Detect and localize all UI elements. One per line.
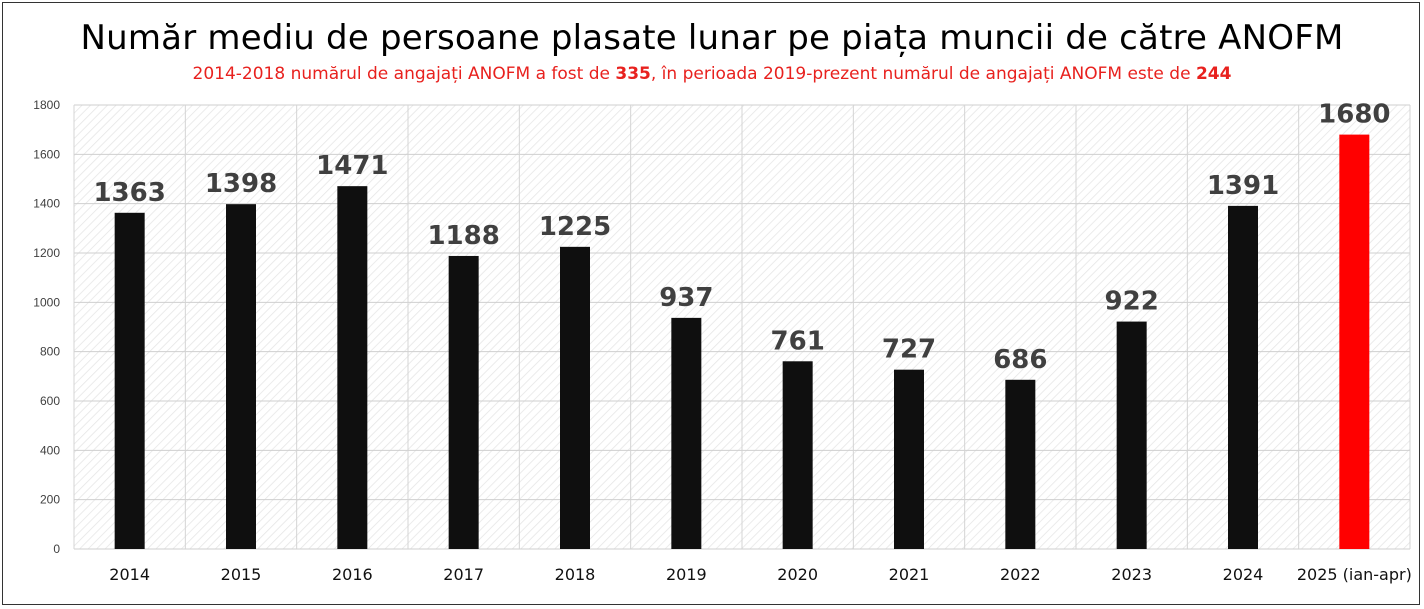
data-labels: 1363 1398 1471 1188 1225 937 761 727 686 922 1391 1…	[93, 100, 1390, 375]
x-tick-label: 2018	[555, 565, 596, 584]
x-tick-label: 2024	[1223, 565, 1264, 584]
bar-2025	[1339, 134, 1370, 549]
bar-2024	[1228, 205, 1258, 550]
subtitle-value-1: 335	[615, 64, 651, 84]
x-tick-label: 2023	[1111, 565, 1152, 584]
x-tick-label: 2019	[666, 565, 707, 584]
data-label: 1398	[205, 169, 277, 199]
bars	[114, 134, 1370, 550]
data-label: 1391	[1207, 171, 1279, 201]
bar-2014	[114, 212, 145, 549]
bar-2019	[671, 317, 702, 549]
bar-2017	[448, 255, 479, 549]
data-label: 727	[882, 335, 936, 365]
data-label: 922	[1105, 287, 1159, 317]
data-label: 1471	[316, 151, 388, 181]
y-tick-label: 600	[40, 394, 60, 408]
bar-2018	[560, 246, 590, 550]
x-tick-label: 2014	[109, 565, 150, 584]
data-label: 937	[659, 283, 713, 313]
data-label: 686	[993, 345, 1047, 375]
data-label: 1680	[1318, 100, 1390, 130]
y-tick-label: 1400	[33, 197, 60, 211]
y-tick-label: 1200	[33, 246, 60, 260]
bar-2016	[337, 186, 368, 550]
y-tick-label: 0	[53, 542, 60, 556]
bar-2015	[226, 204, 256, 549]
gridlines	[73, 104, 1411, 550]
bar-2021	[894, 369, 924, 549]
y-tick-label: 200	[40, 493, 60, 507]
data-label: 1188	[427, 221, 499, 251]
subtitle-value-2: 244	[1195, 64, 1232, 84]
y-tick-label: 1800	[33, 98, 60, 112]
data-label: 1225	[539, 212, 611, 242]
x-tick-label: 2020	[777, 565, 818, 584]
x-tick-label: 2021	[889, 565, 930, 584]
bar-2022	[1005, 379, 1036, 549]
y-tick-label: 1600	[33, 147, 60, 161]
subtitle-text-2: , în perioada 2019-prezent numărul de an…	[650, 64, 1196, 84]
subtitle-text-1: 2014-2018 numărul de angajați ANOFM a fo…	[192, 64, 616, 84]
bar-2023	[1116, 321, 1147, 549]
x-tick-label: 2017	[443, 565, 484, 584]
x-axis: 2014 2015 2016 2017 2018 2019 2020 2021 2022 2023…	[109, 565, 1412, 584]
y-tick-label: 400	[40, 443, 60, 457]
x-tick-label: 2022	[1000, 565, 1041, 584]
y-tick-label: 800	[40, 345, 60, 359]
y-axis: 0 200 400 600 800 1000 1200 1400 1600 1800	[33, 98, 60, 556]
data-label: 761	[771, 326, 825, 356]
bar-2020	[782, 361, 813, 549]
y-tick-label: 1000	[33, 295, 60, 309]
chart-subtitle: 2014-2018 numărul de angajați ANOFM a fo…	[0, 64, 1424, 84]
x-tick-label: 2016	[332, 565, 373, 584]
x-tick-label: 2015	[221, 565, 262, 584]
data-label: 1363	[93, 178, 165, 208]
x-tick-label: 2025 (ian-apr)	[1297, 565, 1412, 584]
chart-title: Număr mediu de persoane plasate lunar pe…	[80, 18, 1344, 58]
